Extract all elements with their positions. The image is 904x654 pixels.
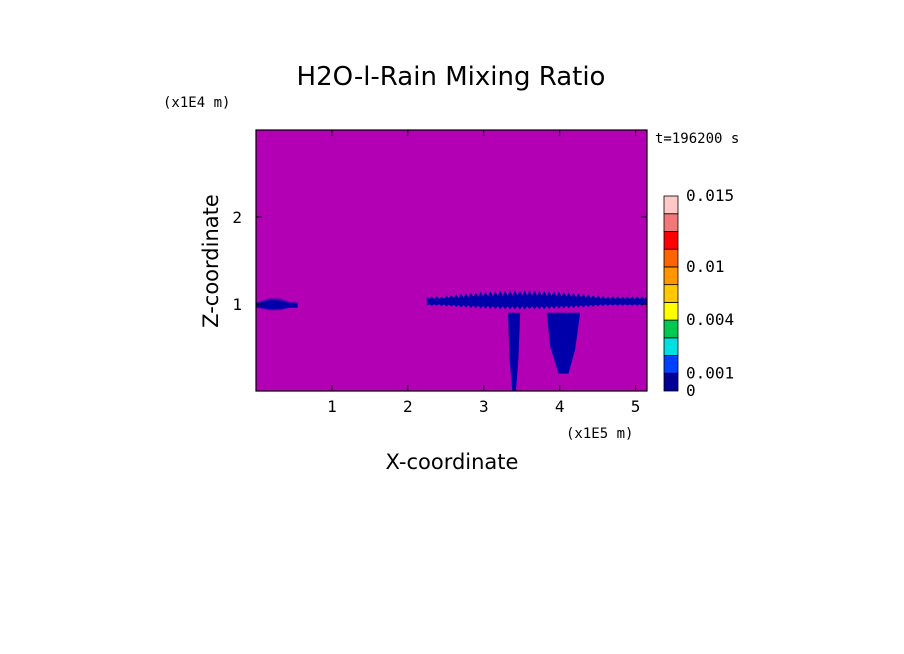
colorbar: [663, 195, 679, 392]
plot-area: [255, 129, 648, 392]
x-axis-label: X-coordinate: [386, 450, 519, 474]
y-multiplier-label: (x1E4 m): [163, 95, 230, 111]
chart-title: H2O-l-Rain Mixing Ratio: [297, 62, 606, 92]
colorbar-segment: [663, 195, 679, 215]
rain-shaft-2: [546, 312, 581, 374]
x-tick-label: 5: [631, 397, 641, 416]
rain-layer-right-layer: [426, 290, 647, 310]
x-tick-label: 3: [479, 397, 489, 416]
colorbar-segment: [663, 248, 679, 268]
colorbar-label: 0.004: [686, 310, 734, 329]
x-tick-label: 4: [555, 397, 565, 416]
y-axis-ticks: 12: [232, 208, 647, 314]
colorbar-label: 0.001: [686, 363, 734, 382]
rain-layer-left-layer: [256, 297, 298, 311]
colorbar-segment: [663, 266, 679, 286]
colorbar-segment: [663, 284, 679, 303]
colorbar-segment: [663, 372, 679, 392]
y-tick-label: 2: [232, 208, 242, 227]
colorbar-segment: [663, 337, 679, 356]
colorbar-label: 0.015: [686, 186, 734, 205]
x-tick-label: 2: [403, 397, 413, 416]
colorbar-segment: [663, 301, 679, 321]
colorbar-segment: [663, 355, 679, 374]
time-label: t=196200 s: [655, 131, 739, 147]
plot-background: [256, 130, 647, 391]
colorbar-segment: [663, 231, 679, 250]
rain-field: [256, 290, 647, 391]
y-tick-label: 1: [232, 295, 242, 314]
plot-frame: [255, 129, 648, 392]
rain-shaft-1: [508, 312, 521, 391]
x-multiplier-label: (x1E5 m): [566, 426, 633, 442]
colorbar-labels: 00.001 0.004 0.01 0.015: [686, 186, 734, 400]
colorbar-label: 0.01: [686, 257, 725, 276]
x-axis-ticks: 1 2 3 4 5: [327, 130, 640, 416]
colorbar-segment: [663, 319, 679, 339]
y-axis-label: Z-coordinate: [199, 194, 223, 328]
colorbar-label: 0: [686, 381, 696, 400]
colorbar-segment: [663, 213, 679, 232]
x-tick-label: 1: [327, 397, 337, 416]
